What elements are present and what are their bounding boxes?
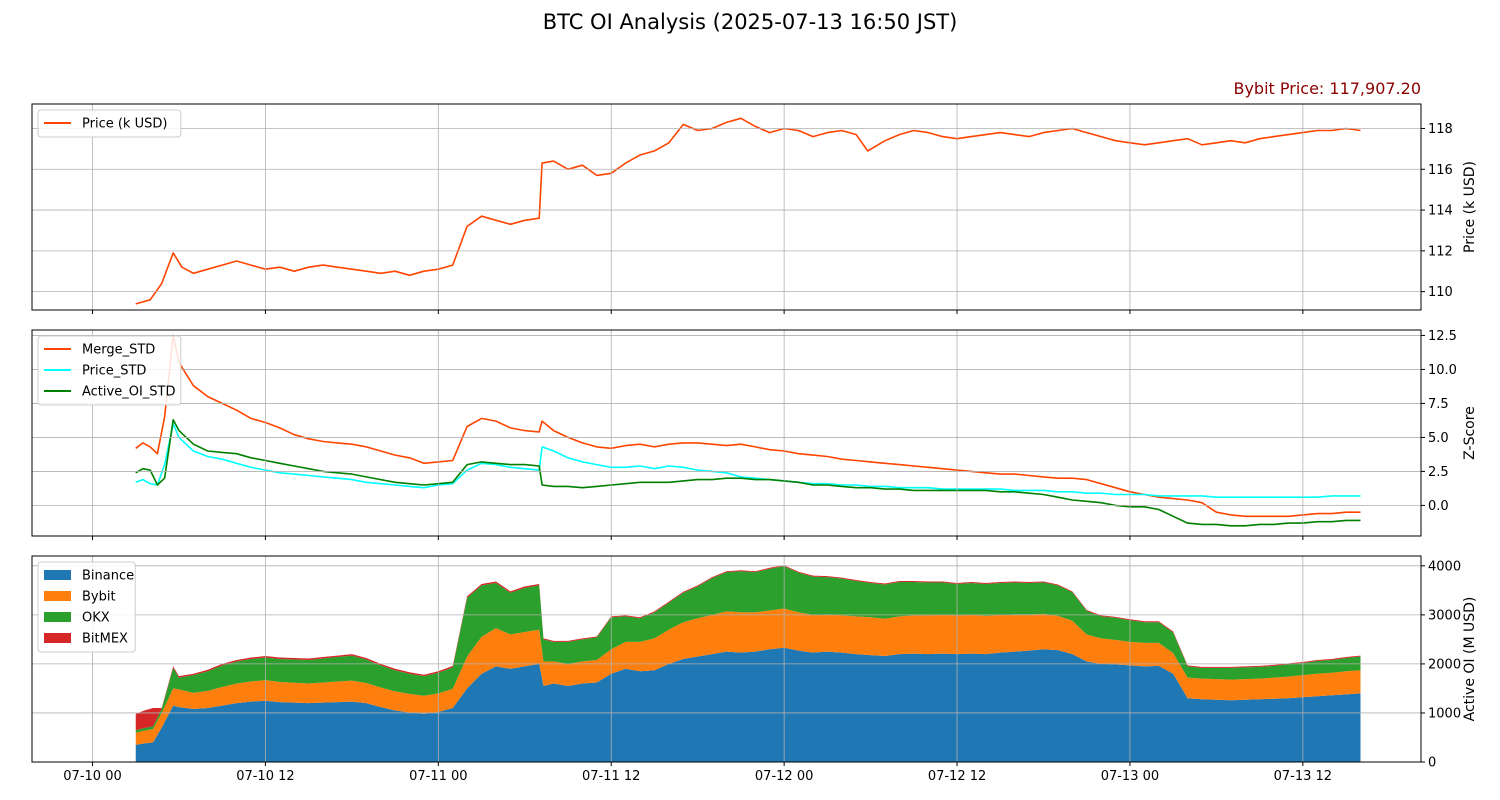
- legend-label: Price_STD: [82, 364, 146, 379]
- x-tick-label: 07-12 00: [755, 769, 813, 784]
- legend-swatch: [44, 570, 71, 580]
- legend-box: [37, 561, 136, 653]
- plot-area: [32, 330, 1421, 536]
- y-tick-label: 12.5: [1428, 329, 1457, 344]
- y-tick-label: 7.5: [1428, 397, 1449, 412]
- bybit-price-label: Bybit Price: 117,907.20: [1233, 79, 1421, 98]
- legend: Binance Bybit OKX BitMEX: [37, 561, 136, 653]
- x-tick-label: 07-13 12: [1274, 769, 1332, 784]
- axes-frame: [31, 555, 1422, 763]
- y-tick-label: 0: [1428, 756, 1436, 771]
- y-tick-label: 118: [1428, 122, 1453, 137]
- grid: [32, 104, 1421, 310]
- y-tick-label: 114: [1428, 204, 1453, 219]
- legend: Merge_STD Price_STD Active_OI_STD: [37, 335, 182, 406]
- y-axis-label: Active OI (M USD): [1462, 597, 1478, 722]
- legend-swatch: [44, 633, 71, 643]
- panel-1: 110 112 114 116 118 Price (k USD) Price (k USD…: [31, 103, 1478, 314]
- y-tick-label: 110: [1428, 285, 1453, 300]
- legend-label: Bybit: [82, 590, 116, 605]
- plot-area: [32, 104, 1421, 310]
- legend-label: Active_OI_STD: [82, 385, 175, 400]
- axes-frame: [31, 103, 1422, 311]
- legend-label: OKX: [82, 611, 110, 626]
- area-bybit: [135, 608, 1361, 745]
- legend-box: [37, 109, 182, 138]
- axes-frame: [31, 329, 1422, 537]
- chart-title: BTC OI Analysis (2025-07-13 16:50 JST): [542, 10, 958, 34]
- x-tick-label: 07-10 12: [236, 769, 294, 784]
- grid: [32, 330, 1421, 536]
- line-active-oi-std: [135, 418, 1361, 527]
- y-tick-label: 4000: [1428, 559, 1461, 574]
- legend-label: Merge_STD: [82, 343, 155, 358]
- y-tick-label: 10.0: [1428, 363, 1457, 378]
- legend-label: BitMEX: [82, 632, 128, 647]
- y-tick-label: 112: [1428, 244, 1453, 259]
- y-tick-label: 116: [1428, 163, 1453, 178]
- x-tick-label: 07-11 12: [582, 769, 640, 784]
- line-price-std: [135, 422, 1361, 499]
- legend: Price (k USD): [37, 109, 182, 138]
- legend-label: Price (k USD): [82, 117, 167, 132]
- x-tick-label: 07-13 00: [1101, 769, 1159, 784]
- legend-label: Binance: [82, 569, 134, 584]
- legend-swatch: [44, 612, 71, 622]
- area-binance: [135, 647, 1361, 762]
- y-tick-label: 5.0: [1428, 431, 1449, 446]
- y-tick-label: 2.5: [1428, 465, 1449, 480]
- x-tick-label: 07-12 12: [928, 769, 986, 784]
- panel-2: 0.0 2.5 5.0 7.5 10.0 12.5 Z-Score Merge_STD Pric…: [31, 329, 1478, 540]
- area-okx: [135, 566, 1361, 733]
- y-axis-label: Z-Score: [1462, 406, 1478, 460]
- x-tick-label: 07-11 00: [409, 769, 467, 784]
- panel-3: 0 1000 2000 3000 4000 Active OI (M USD) 07-10 …: [31, 555, 1478, 784]
- x-tick-label: 07-10 00: [63, 769, 121, 784]
- y-tick-label: 1000: [1428, 706, 1461, 721]
- line-price-k-usd-: [135, 117, 1361, 305]
- legend-box: [37, 335, 182, 406]
- y-tick-label: 3000: [1428, 608, 1461, 623]
- y-axis-label: Price (k USD): [1462, 161, 1478, 253]
- legend-swatch: [44, 591, 71, 601]
- stacked-area: [135, 565, 1361, 762]
- y-tick-label: 2000: [1428, 657, 1461, 672]
- y-tick-label: 0.0: [1428, 499, 1449, 514]
